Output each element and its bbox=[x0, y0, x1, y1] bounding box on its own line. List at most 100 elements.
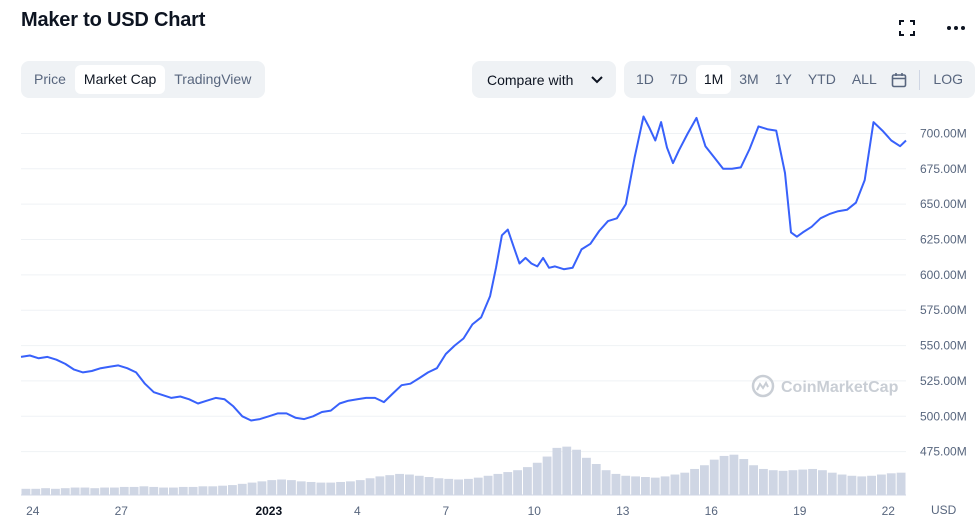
volume-bar bbox=[405, 474, 414, 495]
volume-bar bbox=[267, 480, 277, 495]
volume-bar bbox=[90, 488, 100, 495]
volume-bar bbox=[690, 468, 699, 495]
volume-bar bbox=[739, 459, 749, 495]
tab-price[interactable]: Price bbox=[34, 71, 66, 87]
volume-bar bbox=[621, 475, 631, 495]
fullscreen-icon[interactable] bbox=[893, 14, 921, 42]
volume-bar bbox=[444, 478, 454, 495]
volume-bar bbox=[464, 478, 473, 495]
volume-bar bbox=[837, 474, 847, 495]
volume-bar bbox=[886, 473, 896, 495]
x-tick-label: 16 bbox=[705, 504, 719, 518]
volume-bar bbox=[287, 480, 296, 495]
volume-bar bbox=[591, 464, 601, 495]
volume-bar bbox=[798, 469, 808, 495]
volume-bar bbox=[316, 482, 326, 495]
volume-bar bbox=[80, 487, 90, 495]
volume-bar bbox=[188, 486, 198, 495]
y-tick-label: 550.00M bbox=[920, 339, 967, 353]
volume-bar bbox=[670, 474, 680, 495]
range-3m[interactable]: 3M bbox=[739, 71, 759, 87]
volume-bar bbox=[365, 478, 375, 495]
volume-bar bbox=[326, 482, 336, 495]
x-axis-ticks: 24 27 2023 4 7 10 13 16 19 22 bbox=[26, 504, 895, 518]
view-tabs: Price Market Cap TradingView bbox=[21, 61, 265, 98]
volume-bar bbox=[277, 479, 286, 495]
range-1d[interactable]: 1D bbox=[636, 71, 654, 87]
chevron-down-icon bbox=[591, 76, 603, 84]
volume-bar bbox=[346, 481, 355, 495]
tab-tradingview[interactable]: TradingView bbox=[174, 71, 252, 87]
range-1m[interactable]: 1M bbox=[695, 65, 732, 94]
volume-bar bbox=[493, 473, 503, 495]
y-tick-label: 575.00M bbox=[920, 303, 967, 317]
volume-bar bbox=[218, 485, 227, 495]
x-tick-label: 7 bbox=[442, 504, 449, 518]
volume-bar bbox=[228, 485, 237, 495]
volume-bar bbox=[788, 470, 798, 495]
volume-bar bbox=[296, 481, 306, 495]
volume-bar bbox=[749, 465, 758, 495]
volume-bar bbox=[759, 468, 768, 495]
compare-with-label: Compare with bbox=[487, 71, 574, 88]
volume-bar bbox=[562, 446, 572, 495]
volume-bar bbox=[355, 480, 365, 495]
range-7d[interactable]: 7D bbox=[669, 71, 688, 87]
volume-bar bbox=[542, 456, 552, 495]
y-tick-label: 700.00M bbox=[920, 126, 967, 140]
volume-bar bbox=[21, 488, 31, 495]
y-tick-label: 650.00M bbox=[920, 197, 967, 211]
volume-bar bbox=[414, 475, 424, 495]
time-range-tabs: 1D 7D 1M 3M 1Y YTD ALL LOG bbox=[624, 61, 975, 98]
volume-bar bbox=[552, 447, 562, 495]
volume-bar bbox=[680, 472, 690, 495]
volume-bar bbox=[660, 476, 670, 495]
volume-bar bbox=[523, 467, 532, 495]
range-1y[interactable]: 1Y bbox=[774, 71, 792, 87]
x-tick-label: 24 bbox=[26, 504, 40, 518]
volume-bar bbox=[336, 481, 345, 495]
y-tick-label: 625.00M bbox=[920, 233, 967, 247]
volume-bar bbox=[178, 486, 188, 495]
coinmarketcap-logo-icon bbox=[751, 374, 775, 398]
volume-bar bbox=[896, 472, 906, 495]
compare-with-dropdown[interactable]: Compare with bbox=[472, 61, 616, 98]
range-all[interactable]: ALL bbox=[851, 71, 877, 87]
volume-bar bbox=[434, 478, 444, 495]
range-ytd[interactable]: YTD bbox=[807, 71, 836, 87]
y-tick-label: 500.00M bbox=[920, 409, 967, 423]
volume-bar bbox=[60, 488, 70, 495]
volume-bar bbox=[41, 488, 50, 495]
calendar-icon[interactable] bbox=[885, 65, 913, 94]
volume-bar bbox=[385, 475, 395, 495]
x-tick-label: 2023 bbox=[255, 504, 282, 518]
log-scale-toggle[interactable]: LOG bbox=[933, 71, 963, 87]
more-options-icon[interactable] bbox=[942, 14, 970, 42]
page-title: Maker to USD Chart bbox=[21, 9, 206, 31]
volume-bar bbox=[709, 459, 719, 495]
volume-bar bbox=[375, 476, 385, 495]
volume-bar bbox=[572, 449, 581, 495]
volume-bar bbox=[257, 481, 267, 495]
y-tick-label: 600.00M bbox=[920, 268, 967, 282]
y-axis-ticks: 700.00M 675.00M 650.00M 625.00M 600.00M 575.0… bbox=[920, 126, 967, 458]
volume-bar bbox=[483, 475, 493, 495]
volume-bar bbox=[395, 473, 404, 495]
volume-bar bbox=[424, 477, 434, 495]
x-tick-label: 22 bbox=[882, 504, 896, 518]
y-tick-label: 675.00M bbox=[920, 162, 967, 176]
volume-bar bbox=[198, 486, 208, 495]
volume-bar bbox=[532, 462, 542, 495]
volume-bar bbox=[247, 482, 257, 495]
tab-market-cap[interactable]: Market Cap bbox=[74, 65, 166, 94]
volume-bar bbox=[808, 468, 817, 495]
volume-bar bbox=[454, 479, 463, 495]
volume-bar bbox=[139, 486, 149, 495]
chart-grid bbox=[21, 132, 906, 453]
volume-bar bbox=[867, 475, 876, 495]
volume-bar bbox=[631, 476, 640, 495]
volume-bar bbox=[768, 470, 778, 495]
volume-bar bbox=[51, 488, 60, 495]
volume-bar bbox=[700, 465, 709, 495]
